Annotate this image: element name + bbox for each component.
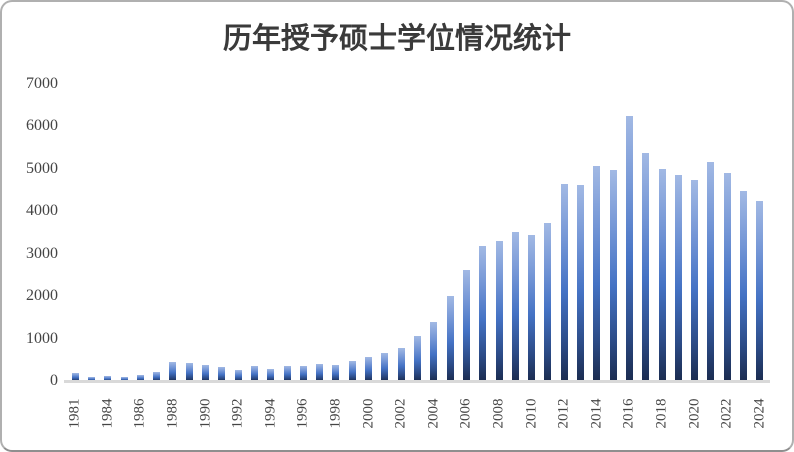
bar-2011 (544, 222, 552, 381)
bar-2014 (593, 165, 601, 381)
y-tick-label-4000: 4000 (26, 202, 58, 220)
x-tick-label-1998: 1998 (327, 398, 344, 429)
bar-1998 (332, 364, 340, 381)
bar-2009 (511, 232, 519, 381)
bar-2015 (609, 170, 617, 381)
bar-1988 (169, 361, 177, 381)
y-tick-label-6000: 6000 (26, 117, 58, 135)
x-tick-label-2002: 2002 (392, 398, 409, 429)
y-tick-label-2000: 2000 (26, 287, 58, 305)
x-tick-label-1981: 1981 (66, 398, 83, 429)
bar-2002 (397, 347, 405, 381)
x-tick-label-2010: 2010 (523, 398, 540, 429)
x-tick-label-2022: 2022 (718, 398, 735, 429)
bar-2013 (577, 184, 585, 381)
bar-2020 (691, 180, 699, 381)
bar-1981 (71, 373, 79, 381)
bar-2023 (740, 191, 748, 381)
bar-2021 (707, 162, 715, 381)
x-tick-label-1994: 1994 (262, 398, 279, 429)
bar-2006 (462, 269, 470, 381)
bar-2024 (756, 201, 764, 381)
x-tick-label-2006: 2006 (457, 398, 474, 429)
bar-2004 (430, 322, 438, 381)
y-tick-label-5000: 5000 (26, 159, 58, 177)
bar-2016 (625, 115, 633, 381)
bar-1989 (185, 362, 193, 381)
bar-2010 (528, 235, 536, 381)
x-tick-label-2018: 2018 (653, 398, 670, 429)
bar-1985 (120, 376, 128, 381)
bar-1992 (234, 369, 242, 381)
x-tick-label-2016: 2016 (620, 398, 637, 429)
x-tick-label-1996: 1996 (294, 398, 311, 429)
bar-1982 (87, 377, 95, 381)
x-tick-label-2014: 2014 (588, 398, 605, 429)
bar-2019 (674, 174, 682, 381)
bar-2008 (495, 241, 503, 381)
x-tick-label-2004: 2004 (425, 398, 442, 429)
bar-1994 (267, 368, 275, 381)
x-tick-label-1990: 1990 (197, 398, 214, 429)
bar-2018 (658, 168, 666, 381)
bar-1986 (136, 375, 144, 381)
bar-2001 (381, 352, 389, 381)
bar-1991 (218, 366, 226, 381)
x-axis-line (64, 380, 770, 383)
x-tick-label-2020: 2020 (686, 398, 703, 429)
bar-1995 (283, 366, 291, 381)
bar-2000 (365, 357, 373, 381)
bar-2022 (723, 173, 731, 381)
bar-2005 (446, 295, 454, 381)
x-tick-label-2024: 2024 (751, 398, 768, 429)
y-tick-label-1000: 1000 (26, 329, 58, 347)
x-tick-label-1992: 1992 (229, 398, 246, 429)
bar-1984 (104, 376, 112, 381)
bar-2017 (642, 152, 650, 381)
y-tick-label-7000: 7000 (26, 75, 58, 92)
bar-2003 (414, 335, 421, 381)
bar-1996 (299, 366, 307, 381)
bar-2012 (560, 183, 568, 381)
bar-1990 (202, 365, 210, 381)
bar-1987 (153, 371, 161, 381)
x-tick-label-1988: 1988 (164, 398, 181, 429)
y-tick-label-0: 0 (50, 372, 58, 389)
y-tick-label-3000: 3000 (26, 244, 58, 262)
bar-2007 (479, 246, 487, 381)
x-tick-label-2012: 2012 (555, 398, 572, 429)
x-tick-label-2000: 2000 (360, 398, 377, 429)
bar-1993 (250, 366, 258, 381)
bar-1999 (348, 361, 356, 381)
bar-1997 (316, 363, 324, 381)
x-tick-label-1984: 1984 (99, 398, 116, 429)
chart-title: 历年授予硕士学位情况统计 (222, 23, 571, 55)
x-tick-label-2008: 2008 (490, 398, 507, 429)
x-tick-label-1986: 1986 (131, 398, 148, 429)
